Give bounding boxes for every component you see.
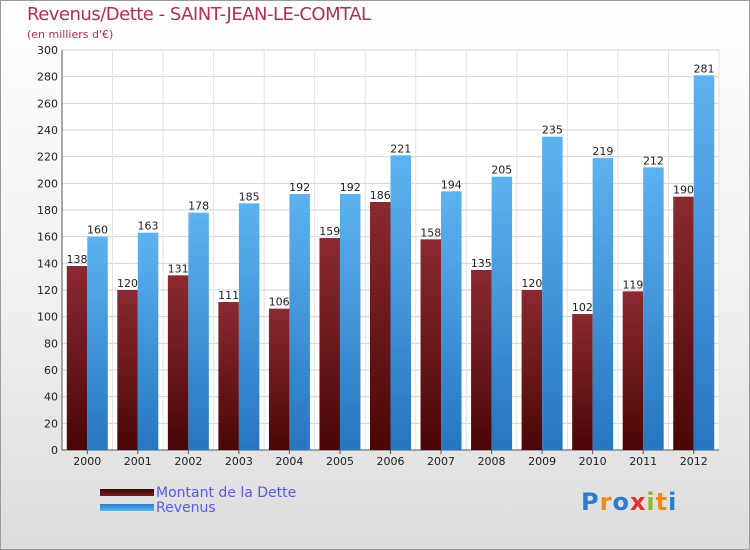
y-tick-label: 0	[51, 444, 58, 457]
bar-dette	[673, 196, 694, 450]
y-tick-label: 300	[37, 44, 58, 57]
bar-dette	[66, 266, 88, 450]
y-tick-label: 80	[44, 337, 58, 350]
x-tick-label: 2003	[225, 455, 253, 468]
bar-revenus-label: 221	[390, 142, 411, 155]
bar-revenus	[542, 136, 563, 450]
legend-label-dette: Montant de la Dette	[156, 485, 297, 501]
bar-dette-label: 135	[471, 257, 492, 270]
bar-revenus	[339, 194, 361, 450]
bar-revenus-label: 205	[491, 164, 512, 177]
bar-revenus	[289, 194, 310, 450]
x-tick-label: 2001	[124, 455, 152, 468]
bar-revenus	[441, 191, 462, 451]
y-tick-label: 160	[37, 231, 58, 244]
legend-swatch-dette	[100, 489, 154, 496]
bar-dette-label: 159	[319, 225, 340, 238]
bar-dette-label: 120	[521, 277, 542, 290]
bar-dette-label: 158	[420, 226, 441, 239]
bar-dette	[471, 270, 492, 450]
bar-revenus-label: 163	[138, 220, 159, 233]
bar-revenus-label: 192	[340, 181, 361, 194]
bar-dette-label: 186	[370, 189, 391, 202]
x-tick-label: 2011	[629, 455, 657, 468]
bar-revenus	[491, 176, 513, 450]
y-tick-label: 40	[44, 391, 58, 404]
legend-label-revenus: Revenus	[156, 500, 216, 516]
y-tick-label: 200	[37, 177, 58, 190]
x-tick-label: 2009	[528, 455, 556, 468]
y-tick-label: 240	[37, 124, 58, 137]
bar-dette-label: 119	[622, 278, 643, 291]
bar-dette-label: 120	[117, 277, 138, 290]
y-tick-label: 180	[37, 204, 58, 217]
x-tick-label: 2002	[174, 455, 202, 468]
logo-letter: t	[655, 488, 669, 516]
x-tick-label: 2012	[680, 455, 708, 468]
x-tick-label: 2008	[478, 455, 506, 468]
bar-revenus-label: 219	[592, 145, 613, 158]
bar-dette-label: 131	[168, 262, 189, 275]
bar-revenus-label: 192	[289, 181, 310, 194]
y-tick-label: 120	[37, 284, 58, 297]
chart-title: Revenus/Dette - SAINT-JEAN-LE-COMTAL	[27, 4, 371, 25]
x-tick-label: 2000	[73, 455, 101, 468]
bar-revenus-label: 194	[441, 178, 462, 191]
x-tick-label: 2006	[377, 455, 405, 468]
logo-letter: i	[668, 488, 678, 516]
bar-dette-label: 138	[67, 253, 88, 266]
bar-dette	[521, 290, 543, 450]
proxiti-logo: Proxiti	[581, 488, 677, 516]
bar-dette	[268, 308, 290, 450]
logo-letter: r	[599, 488, 613, 516]
y-tick-label: 100	[37, 311, 58, 324]
bar-revenus	[390, 155, 411, 451]
x-tick-label: 2010	[579, 455, 607, 468]
y-tick-label: 280	[37, 71, 58, 84]
bar-revenus	[643, 167, 664, 451]
bar-dette	[370, 202, 391, 450]
bar-revenus-label: 212	[643, 154, 664, 167]
bar-dette	[218, 302, 239, 450]
bar-dette	[420, 239, 442, 450]
y-tick-label: 60	[44, 364, 58, 377]
bar-revenus	[87, 236, 108, 450]
bar-dette	[319, 238, 340, 450]
bar-revenus-label: 185	[239, 190, 260, 203]
bar-revenus	[188, 212, 209, 450]
bar-revenus	[693, 75, 715, 450]
y-tick-label: 140	[37, 257, 58, 270]
bar-revenus	[592, 158, 614, 450]
bar-dette	[622, 291, 644, 450]
logo-letter: i	[646, 488, 656, 516]
bar-dette	[167, 275, 189, 450]
logo-letter: P	[581, 488, 600, 516]
bar-revenus-label: 160	[87, 224, 108, 237]
chart-subtitle: (en milliers d'€)	[27, 28, 114, 41]
bar-revenus-label: 178	[188, 200, 209, 213]
legend-swatch-revenus	[100, 504, 154, 511]
y-tick-label: 20	[44, 417, 58, 430]
bar-dette-label: 190	[673, 184, 694, 197]
bar-revenus-label: 281	[693, 62, 714, 75]
bar-dette-label: 111	[218, 289, 239, 302]
bar-dette	[572, 314, 593, 450]
logo-letter: o	[612, 488, 630, 516]
logo-letter: x	[629, 488, 647, 516]
bar-revenus	[137, 232, 159, 450]
bar-dette	[117, 290, 138, 450]
bar-dette-label: 106	[269, 296, 290, 309]
y-tick-label: 220	[37, 151, 58, 164]
x-tick-label: 2007	[427, 455, 455, 468]
y-tick-label: 260	[37, 97, 58, 110]
bar-revenus-label: 235	[542, 124, 563, 137]
x-tick-label: 2004	[275, 455, 303, 468]
bar-revenus	[238, 203, 260, 450]
bar-dette-label: 102	[572, 301, 593, 314]
x-tick-label: 2005	[326, 455, 354, 468]
